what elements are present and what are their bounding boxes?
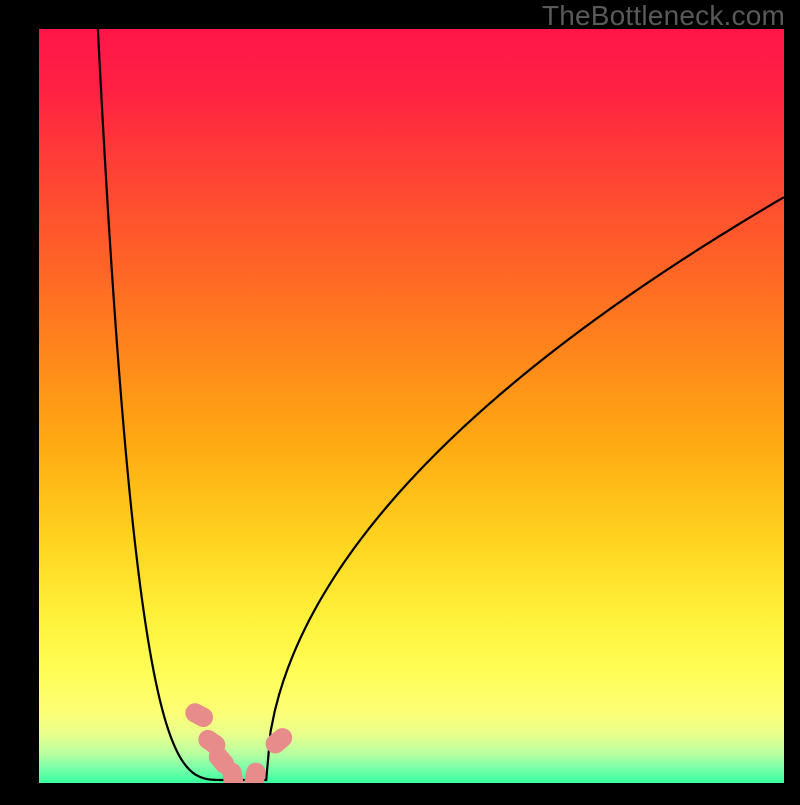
gradient-background [39,29,784,783]
frame-border-left [0,0,39,800]
bottleneck-curve-chart [0,0,800,800]
frame-border-bottom [0,783,800,800]
watermark-text: TheBottleneck.com [542,0,785,32]
chart-frame: TheBottleneck.com [0,0,800,800]
frame-border-right [784,0,800,800]
